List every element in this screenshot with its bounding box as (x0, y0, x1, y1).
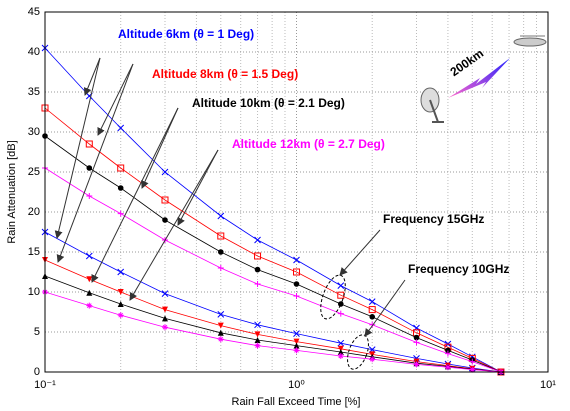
series-line (44, 167, 502, 373)
y-tick-label: 35 (28, 86, 40, 98)
annotation-arrows (54, 57, 406, 370)
y-tick-label: 30 (28, 126, 40, 138)
series-line (44, 291, 501, 373)
x-tick-label: 10¹ (540, 379, 556, 391)
annotation: Altitude 12km (θ = 2.7 Deg) (232, 137, 385, 151)
axes-frame (44, 11, 549, 373)
series-line (44, 135, 502, 373)
series-line (44, 107, 502, 373)
marker (368, 306, 376, 314)
y-tick-label: 15 (28, 246, 40, 258)
annotation: Altitude 6km (θ = 1 Deg) (118, 27, 254, 41)
y-axis-label: Rain Attenuation [dB] (6, 140, 18, 243)
y-tick-label: 5 (34, 326, 40, 338)
y-tick-label: 25 (28, 166, 40, 178)
x-tick-label: 10⁻¹ (34, 379, 56, 391)
plot-area (41, 44, 505, 376)
annotation: Frequency 10GHz (408, 262, 509, 276)
annotation: Altitude 8km (θ = 1.5 Deg) (152, 67, 298, 81)
marker (254, 252, 262, 260)
marker (85, 140, 93, 148)
series-line (44, 259, 501, 373)
marker (117, 164, 125, 172)
y-tick-label: 20 (28, 206, 40, 218)
x-tick-label: 10⁰ (288, 379, 305, 391)
y-tick-label: 10 (28, 286, 40, 298)
y-tick-label: 40 (28, 46, 40, 58)
series-line (44, 231, 502, 373)
series-line (44, 275, 501, 373)
y-tick-label: 45 (28, 6, 40, 18)
annotation: 200km (448, 46, 487, 79)
icons (420, 35, 547, 123)
annotations: Altitude 6km (θ = 1 Deg) Altitude 8km (θ … (118, 27, 509, 276)
x-axis-label: Rain Fall Exceed Time [%] (232, 396, 361, 408)
annotation: Altitude 10km (θ = 2.1 Deg) (192, 96, 345, 110)
marker (217, 232, 225, 240)
y-tick-label: 0 (34, 366, 40, 378)
marker (161, 196, 169, 204)
annotation: Frequency 15GHz (383, 212, 484, 226)
marker (293, 268, 300, 276)
